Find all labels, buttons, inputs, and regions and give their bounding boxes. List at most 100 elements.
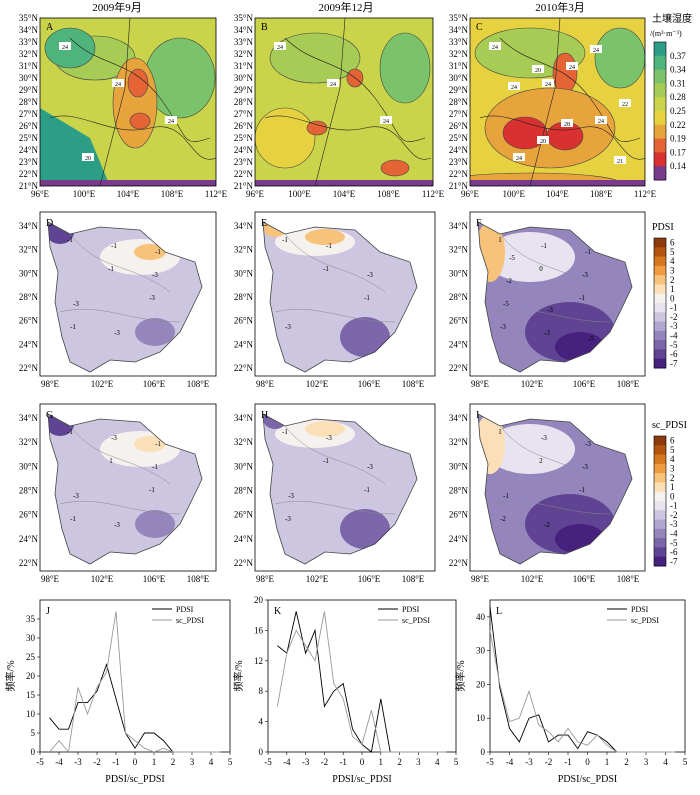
colorbar-swatch xyxy=(654,111,666,126)
panel-letter: A xyxy=(46,22,54,33)
x-tick-label: 102°E xyxy=(306,574,329,584)
colorbar-tick: -6 xyxy=(670,547,678,557)
colorbar-label: PDSI xyxy=(652,222,674,233)
colorbar-swatch xyxy=(654,238,666,248)
contour-label: 24 xyxy=(62,45,68,51)
x-tick-label: 112°E xyxy=(205,189,228,199)
y-tick-label: 15 xyxy=(26,690,36,700)
y-tick-label: 27°N xyxy=(19,109,39,119)
sea-strip xyxy=(40,180,216,186)
very-dry-core xyxy=(502,116,548,150)
contour-label: 24 xyxy=(383,119,389,125)
y-tick-label: 34°N xyxy=(19,221,39,231)
y-tick-label: 28°N xyxy=(19,486,39,496)
x-tick-label: -1 xyxy=(339,757,347,767)
contour-label: -2 xyxy=(506,277,512,285)
column-title-2: 2010年3月 xyxy=(535,0,585,14)
x-tick-label: 3 xyxy=(644,757,649,767)
province-boundary xyxy=(59,501,181,515)
y-tick-label: 0 xyxy=(481,747,486,757)
legend-label: PDSI xyxy=(176,605,194,614)
series-line-sc_PDSI xyxy=(276,611,447,753)
x-tick-label: 102°E xyxy=(521,574,544,584)
y-tick-label: 22°N xyxy=(234,169,254,179)
y-tick-label: 40 xyxy=(476,612,486,622)
dry-core xyxy=(380,159,410,177)
series-line-PDSI xyxy=(489,606,676,753)
contour-label: -1 xyxy=(67,236,73,244)
y-tick-label: 30°N xyxy=(449,461,469,471)
y-tick-label: 24°N xyxy=(19,534,39,544)
colorbar-tick: 5 xyxy=(670,445,675,455)
colorbar-swatch xyxy=(654,482,666,493)
contour-label: -3 xyxy=(367,463,373,471)
y-tick-label: 26°N xyxy=(449,316,469,326)
panel-frame xyxy=(469,17,646,187)
y-tick-label: 34°N xyxy=(449,221,469,231)
boundary-line xyxy=(499,37,641,142)
contour-label: 24 xyxy=(330,82,336,88)
y-tick-label: 28°N xyxy=(449,97,469,107)
y-tick-label: 30°N xyxy=(234,461,254,471)
x-tick-label: -2 xyxy=(545,757,553,767)
contour-label-box xyxy=(614,156,626,164)
dry-core xyxy=(129,112,151,130)
y-tick-label: 28°N xyxy=(449,486,469,496)
x-tick-label: 108°E xyxy=(402,574,425,584)
contour-label-box xyxy=(619,99,631,107)
y-tick-label: 28°N xyxy=(234,292,254,302)
colorbar-swatch xyxy=(654,152,666,167)
y-tick-label: 30°N xyxy=(19,73,39,83)
y-tick-label: 33°N xyxy=(449,37,469,47)
panel-letter: G xyxy=(46,410,53,421)
x-tick-label: 4 xyxy=(663,757,668,767)
contour-label-box xyxy=(542,79,554,87)
y-tick-label: 25°N xyxy=(19,133,39,143)
x-tick-label: 108°E xyxy=(617,574,640,584)
y-tick-label: 24°N xyxy=(234,145,254,155)
province-boundary xyxy=(284,425,386,485)
colorbar-tick: 2 xyxy=(670,275,675,285)
boundary-line xyxy=(479,115,645,160)
region-outline xyxy=(262,413,418,565)
y-tick-label: 24°N xyxy=(19,339,39,349)
x-tick-label: -4 xyxy=(506,757,514,767)
y-tick-label: 24°N xyxy=(449,145,469,155)
province-boundary xyxy=(69,425,171,485)
boundary-line xyxy=(49,115,216,160)
colorbar-tick: 0.14 xyxy=(670,161,686,171)
map-fill xyxy=(470,18,645,186)
x-tick-label: 106°E xyxy=(573,574,596,584)
drought-index-panel-I: I 1 2 -1 -2 -3 -3 -1 -2 -3 34°N 32°N 30°N 28°N 26°N 24°… xyxy=(449,403,646,584)
x-tick-label: 5 xyxy=(454,757,459,767)
colorbar-tick: 0.31 xyxy=(670,78,686,88)
contour-label-box xyxy=(112,79,124,87)
y-tick-label: 34°N xyxy=(234,413,254,423)
y-tick-label: 29°N xyxy=(449,85,469,95)
y-tick-label: 22°N xyxy=(19,363,39,373)
x-tick-label: 108°E xyxy=(377,189,400,199)
x-tick-label: 106°E xyxy=(573,379,596,389)
boundary-line xyxy=(314,18,346,186)
x-tick-label: -5 xyxy=(36,757,44,767)
x-tick-label: 112°E xyxy=(422,189,445,199)
y-tick-label: 32°N xyxy=(19,245,39,255)
boundary-line xyxy=(529,18,561,186)
colorbar-tick: 0.37 xyxy=(670,51,686,61)
y-tick-label: 26°N xyxy=(19,510,39,520)
colorbar-swatch xyxy=(654,83,666,98)
colorbar-tick: -2 xyxy=(670,510,678,520)
x-tick-label: 108°E xyxy=(187,574,210,584)
wet-region xyxy=(40,108,110,186)
y-tick-label: 23°N xyxy=(19,157,39,167)
y-tick-label: 22°N xyxy=(234,558,254,568)
colorbar-tick: -7 xyxy=(670,556,678,566)
contour-label: -3 xyxy=(582,271,588,279)
colorbar-tick: 5 xyxy=(670,247,675,257)
contour-label: -3 xyxy=(541,434,547,442)
contour-label: -1 xyxy=(152,463,158,471)
y-tick-label: 28°N xyxy=(234,97,254,107)
contour-label: 0 xyxy=(539,265,543,273)
colorbar-swatch xyxy=(654,138,666,153)
